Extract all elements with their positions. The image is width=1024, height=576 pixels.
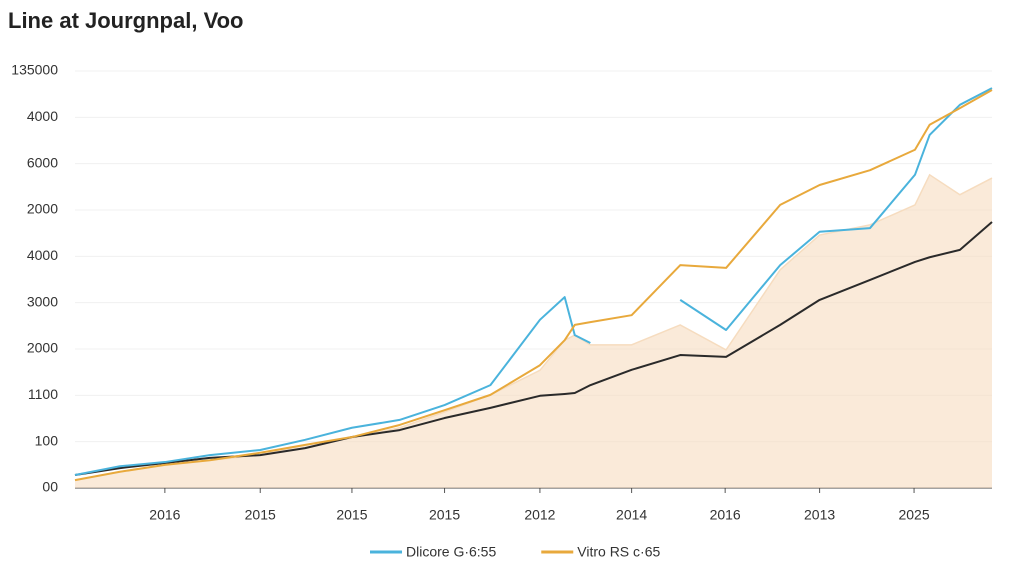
x-tick-label: 2012: [524, 507, 555, 523]
x-tick-label: 2015: [245, 507, 276, 523]
y-tick-label: 135000: [11, 62, 58, 78]
y-tick-label: 1100: [28, 386, 58, 402]
line: [74, 89, 993, 482]
x-tick-label: 2014: [616, 507, 647, 523]
x-tick-label: 2015: [429, 507, 460, 523]
x-tick-label: 2013: [804, 507, 835, 523]
legend-label: Vitro RS c·65: [577, 544, 660, 560]
y-tick-label: 6000: [27, 154, 58, 170]
line: [679, 87, 993, 332]
y-tick-label: 2000: [27, 201, 58, 217]
y-tick-label: 00: [42, 479, 58, 495]
x-tick-label: 2016: [710, 507, 741, 523]
line: [74, 296, 591, 477]
y-tick-label: 3000: [27, 293, 58, 309]
x-tick-label: 2025: [898, 507, 929, 523]
area: [75, 174, 992, 488]
y-tick-label: 4000: [27, 247, 58, 263]
x-tick-label: 2015: [336, 507, 367, 523]
y-tick-label: 2000: [27, 340, 58, 356]
legend-label: Dlicore G·6:55: [406, 544, 496, 560]
y-tick-label: 4000: [27, 108, 58, 124]
chart-title: Line at Jourgnpal, Voo: [8, 8, 244, 33]
y-tick-label: 100: [35, 432, 59, 448]
line: [74, 221, 993, 477]
x-tick-label: 2016: [149, 507, 180, 523]
